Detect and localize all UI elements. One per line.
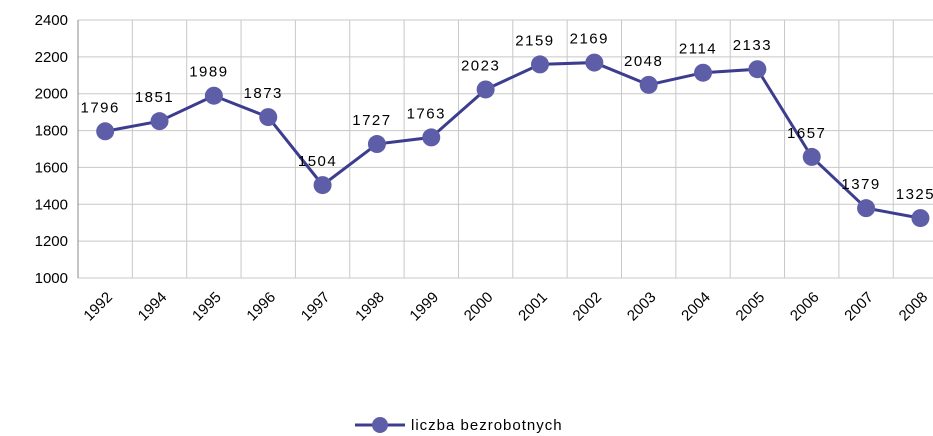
x-tick-label: 2006 xyxy=(787,289,823,325)
x-tick-label: 1994 xyxy=(135,289,171,325)
data-label: 1727 xyxy=(352,112,391,129)
data-label: 1851 xyxy=(135,89,174,106)
data-label: 1763 xyxy=(407,105,446,122)
data-label: 1796 xyxy=(80,99,119,116)
x-tick-label: 2000 xyxy=(461,289,497,325)
point xyxy=(259,108,278,127)
data-label: 2159 xyxy=(515,32,554,49)
point xyxy=(802,147,821,166)
series-line xyxy=(104,61,921,220)
x-tick-label: 2004 xyxy=(678,289,714,325)
x-tick-label: 2003 xyxy=(624,289,660,325)
y-tick-label: 1000 xyxy=(35,270,68,287)
x-tick-label: 1992 xyxy=(80,289,116,325)
y-tick-label: 2200 xyxy=(35,49,68,66)
legend-marker xyxy=(372,417,388,433)
legend-label: liczba bezrobotnych xyxy=(411,417,563,434)
point xyxy=(96,122,115,141)
x-tick-label: 2002 xyxy=(570,289,606,325)
point xyxy=(313,176,332,195)
data-label: 1325 xyxy=(896,186,933,203)
data-label: 1989 xyxy=(189,64,228,81)
y-tick-label: 2400 xyxy=(35,12,68,29)
y-tick-label: 1600 xyxy=(35,159,68,176)
point xyxy=(204,86,223,105)
x-tick-label: 1995 xyxy=(189,289,225,325)
x-tick-label: 1999 xyxy=(406,289,442,325)
point xyxy=(150,112,169,131)
point xyxy=(857,199,876,218)
data-label: 2048 xyxy=(624,53,663,70)
x-tick-label: 2001 xyxy=(515,289,551,325)
x-tick-label: 2007 xyxy=(841,289,877,325)
point xyxy=(367,135,386,154)
x-tick-label: 2005 xyxy=(733,289,769,325)
y-tick-label: 2000 xyxy=(35,86,68,103)
point xyxy=(422,128,441,147)
point xyxy=(530,55,549,74)
point xyxy=(694,63,713,82)
data-label: 1379 xyxy=(841,176,880,193)
point xyxy=(911,209,930,228)
data-label: 2114 xyxy=(679,41,717,58)
data-label: 2023 xyxy=(461,57,500,74)
data-label: 1504 xyxy=(298,153,337,170)
x-tick-label: 1996 xyxy=(243,289,279,325)
point xyxy=(585,53,604,72)
point xyxy=(639,75,658,94)
x-tick-label: 1998 xyxy=(352,289,388,325)
data-label: 1657 xyxy=(787,125,826,142)
y-tick-label: 1400 xyxy=(35,196,68,213)
data-label: 2169 xyxy=(570,31,609,48)
y-tick-label: 1800 xyxy=(35,123,68,140)
x-tick-label: 1997 xyxy=(298,289,334,325)
y-tick-label: 1200 xyxy=(35,233,68,250)
point xyxy=(476,80,495,99)
data-label: 1873 xyxy=(244,85,283,102)
data-label: 2133 xyxy=(733,37,772,54)
x-tick-label: 2008 xyxy=(896,289,932,325)
point xyxy=(748,60,767,79)
